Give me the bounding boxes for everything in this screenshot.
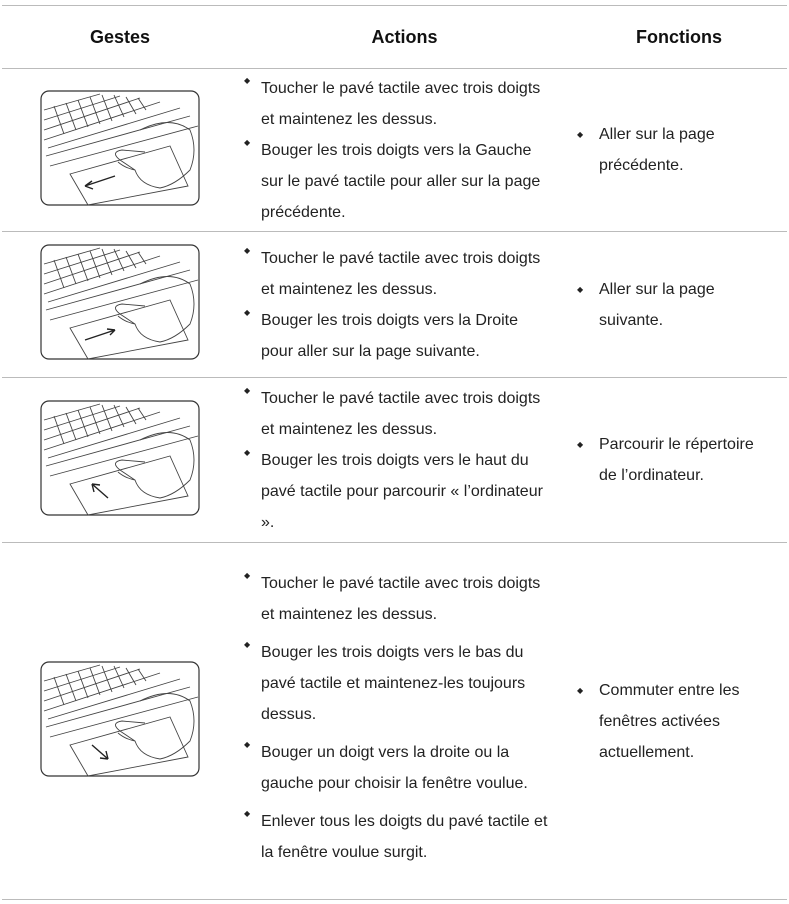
action-item: Bouger les trois doigts vers le bas du p… xyxy=(238,629,551,730)
arrow xyxy=(91,743,109,760)
arrow xyxy=(91,482,109,499)
arrow xyxy=(84,174,116,190)
row: Toucher le pavé tactile avec trois doigt… xyxy=(2,65,787,232)
function-item: Parcourir le répertoire de l’ordinateur. xyxy=(571,429,774,491)
gesture-cell xyxy=(2,68,238,232)
functions-list: Aller sur la page suivante. xyxy=(571,274,787,336)
touchpad xyxy=(41,91,199,205)
functions-cell: Aller sur la page précédente. xyxy=(571,68,787,232)
gesture-cell xyxy=(2,377,238,543)
gesture-illustration xyxy=(40,90,200,206)
touchpad xyxy=(41,245,199,359)
action-item: Toucher le pavé tactile avec trois doigt… xyxy=(238,375,551,445)
actions-list: Toucher le pavé tactile avec trois doigt… xyxy=(238,65,571,228)
actions-list: Toucher le pavé tactile avec trois doigt… xyxy=(238,375,571,538)
actions-list: Toucher le pavé tactile avec trois doigt… xyxy=(238,560,571,868)
header: Fonctions xyxy=(571,5,787,69)
actions-cell: Toucher le pavé tactile avec trois doigt… xyxy=(238,542,571,900)
gesture-illustration xyxy=(40,244,200,360)
action-item: Bouger les trois doigts vers la Gauche s… xyxy=(238,127,551,228)
function-item: Aller sur la page suivante. xyxy=(571,274,774,336)
gesture-cell xyxy=(2,231,238,378)
functions-cell: Parcourir le répertoire de l’ordinateur. xyxy=(571,377,787,543)
function-item: Commuter entre les fenêtres activées act… xyxy=(571,675,774,768)
gesture-cell xyxy=(2,542,238,900)
header: Gestes xyxy=(2,5,238,69)
header: Actions xyxy=(238,5,571,69)
action-item: Toucher le pavé tactile avec trois doigt… xyxy=(238,65,551,135)
actions-list: Toucher le pavé tactile avec trois doigt… xyxy=(238,235,571,367)
action-item: Bouger les trois doigts vers le haut du … xyxy=(238,437,551,538)
action-item: Bouger les trois doigts vers la Droite p… xyxy=(238,297,551,367)
actions-cell: Toucher le pavé tactile avec trois doigt… xyxy=(238,65,571,232)
functions-cell: Commuter entre les fenêtres activées act… xyxy=(571,542,787,900)
arrow xyxy=(84,328,116,341)
functions-list: Commuter entre les fenêtres activées act… xyxy=(571,675,787,768)
action-item: Toucher le pavé tactile avec trois doigt… xyxy=(238,235,551,305)
functions-list: Parcourir le répertoire de l’ordinateur. xyxy=(571,429,787,491)
touchpad xyxy=(41,401,199,515)
gesture-table: Gestes Actions Fonctions Toucher le pavé… xyxy=(2,5,787,900)
row: Toucher le pavé tactile avec trois doigt… xyxy=(2,231,787,378)
action-item: Toucher le pavé tactile avec trois doigt… xyxy=(238,560,551,630)
gesture-illustration xyxy=(40,661,200,777)
functions-list: Aller sur la page précédente. xyxy=(571,119,787,181)
action-item: Bouger un doigt vers la droite ou la gau… xyxy=(238,729,551,799)
functions-cell: Aller sur la page suivante. xyxy=(571,231,787,378)
actions-cell: Toucher le pavé tactile avec trois doigt… xyxy=(238,375,571,543)
row: Toucher le pavé tactile avec trois doigt… xyxy=(2,375,787,543)
actions-cell: Toucher le pavé tactile avec trois doigt… xyxy=(238,231,571,378)
touchpad xyxy=(41,662,199,776)
gesture-illustration xyxy=(40,400,200,516)
action-item: Enlever tous les doigts du pavé tactile … xyxy=(238,798,551,868)
function-item: Aller sur la page précédente. xyxy=(571,119,774,181)
row: Toucher le pavé tactile avec trois doigt… xyxy=(2,542,787,900)
